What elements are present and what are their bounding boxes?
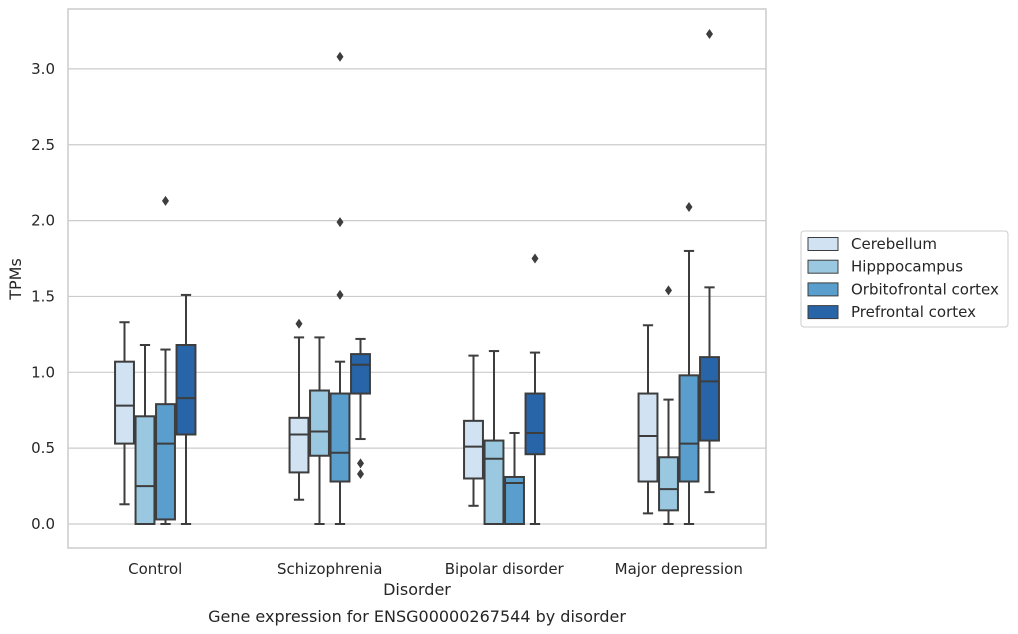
box-3-3: [699, 29, 720, 494]
y-tick-label: 1.5: [31, 287, 55, 305]
box-body: [114, 360, 135, 445]
outlier-point: [357, 458, 364, 469]
legend-swatch: [807, 237, 839, 251]
chart-caption: Gene expression for ENSG00000267544 by d…: [208, 607, 626, 626]
legend-label: Orbitofrontal cortex: [851, 280, 999, 298]
outlier-point: [336, 289, 344, 300]
box-body: [658, 456, 679, 512]
box-2-2: [504, 431, 525, 525]
box-1-2: [329, 51, 351, 525]
y-tick-label: 3.0: [31, 60, 55, 78]
box-3-2: [678, 201, 700, 525]
box-body: [524, 392, 546, 456]
box-0-1: [134, 343, 156, 525]
legend-swatch: [807, 305, 839, 320]
legend-frame: [800, 230, 1009, 328]
box-0-0: [114, 321, 135, 506]
box-series: [114, 29, 720, 525]
legend: Cerebellum Hipppocampus Orbitofrontal cort…: [800, 230, 1009, 328]
box-body: [175, 343, 197, 436]
outlier-point: [706, 29, 713, 40]
legend-label: Prefrontal cortex: [851, 303, 976, 321]
box-0-2: [155, 195, 176, 525]
y-tick-labels: 0.0 0.5 1.0 1.5 2.0 2.5 3.0: [31, 60, 55, 533]
legend-swatch: [807, 282, 839, 297]
y-tick-label: 2.5: [31, 136, 55, 154]
box-2-0: [463, 354, 484, 507]
outlier-point: [357, 468, 364, 479]
y-tick-label: 0.5: [31, 439, 55, 457]
box-body: [699, 356, 720, 442]
y-axis-title: TPMs: [6, 258, 25, 301]
legend-swatch: [807, 259, 839, 274]
box-0-3: [175, 293, 197, 525]
box-1-1: [309, 336, 330, 525]
box-2-3: [524, 253, 546, 525]
box-body: [134, 415, 156, 525]
y-tick-label: 2.0: [31, 212, 55, 230]
x-axis-title: Disorder: [383, 580, 451, 599]
x-tick-label: Schizophrenia: [277, 560, 382, 578]
outlier-point: [336, 217, 344, 228]
box-body: [350, 353, 371, 395]
box-body: [463, 419, 484, 480]
outlier-point: [295, 318, 303, 329]
box-body: [288, 416, 310, 474]
y-tick-label: 0.0: [31, 515, 55, 533]
legend-label: Cerebellum: [851, 235, 937, 253]
outlier-point: [665, 285, 672, 296]
box-3-1: [658, 285, 679, 525]
box-body: [309, 389, 330, 457]
box-1-3: [350, 337, 371, 479]
box-body: [483, 439, 505, 525]
plot-frame: [67, 8, 767, 549]
box-body: [637, 392, 659, 483]
box-body: [678, 374, 700, 483]
box-1-0: [288, 318, 310, 501]
box-3-0: [637, 324, 659, 515]
box-body: [329, 392, 351, 483]
outlier-point: [336, 51, 344, 62]
legend-label: Hipppocampus: [851, 258, 963, 276]
x-tick-label: Major depression: [615, 560, 743, 578]
outlier-point: [162, 195, 169, 206]
box-body: [155, 403, 176, 521]
x-tick-labels: Control Schizophrenia Bipolar disorder Majo…: [128, 560, 743, 578]
y-tick-label: 1.0: [31, 363, 55, 381]
x-tick-label: Control: [128, 560, 182, 578]
outlier-point: [531, 253, 539, 264]
outlier-point: [685, 201, 693, 212]
box-2-1: [483, 350, 505, 525]
box-body: [504, 475, 525, 525]
x-tick-label: Bipolar disorder: [445, 560, 565, 578]
